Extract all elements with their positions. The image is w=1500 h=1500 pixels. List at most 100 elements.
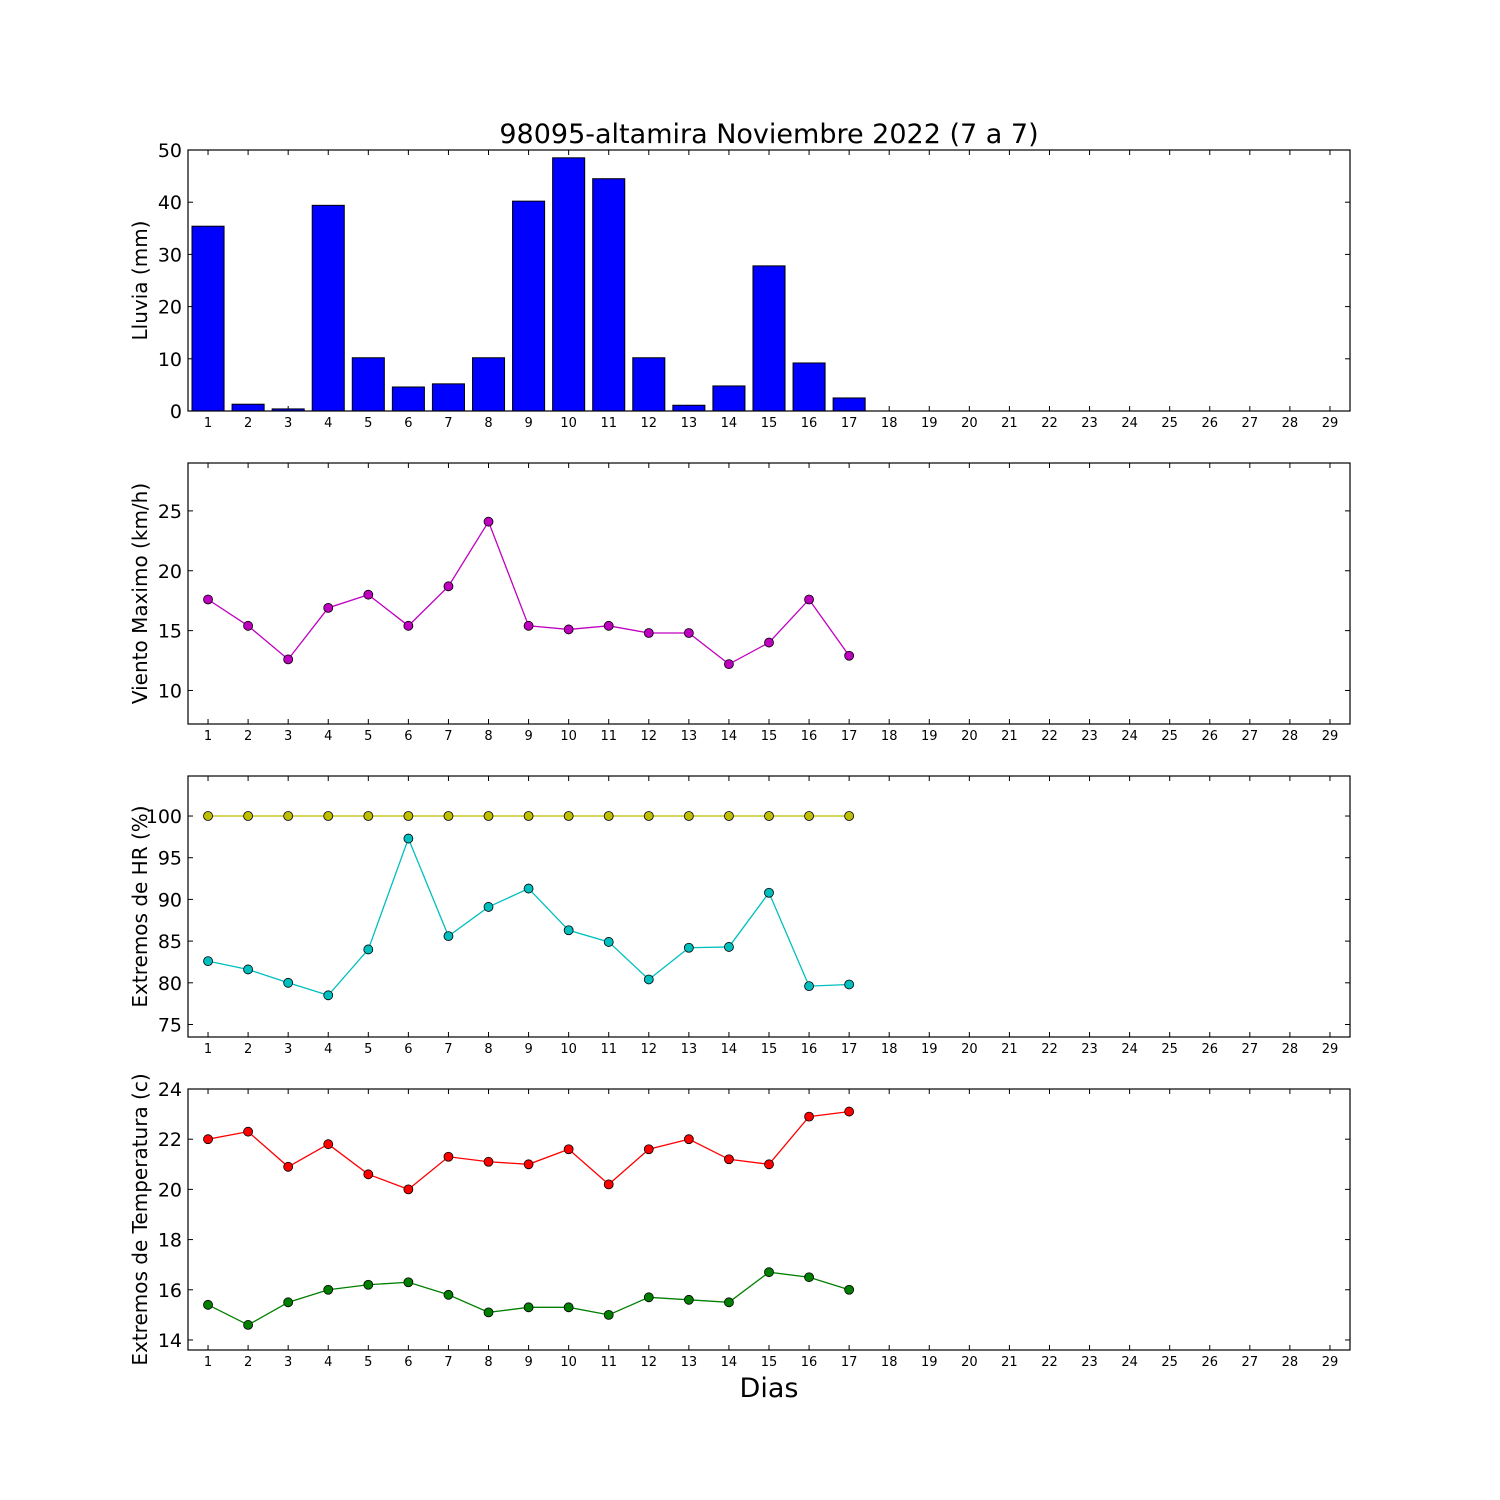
data-point bbox=[563, 624, 574, 635]
data-point bbox=[403, 833, 414, 844]
x-tick-label: 11 bbox=[600, 416, 617, 431]
x-tick-label: 29 bbox=[1322, 729, 1339, 744]
panel-viento: 1 2 3 4 5 6 7 8 9 10 11 12 13 14 15 16 17 18 19 20 21 22 23 24 2… bbox=[128, 462, 1351, 744]
data-point bbox=[283, 1161, 294, 1172]
x-tick-label: 20 bbox=[961, 729, 978, 744]
bar bbox=[231, 403, 265, 412]
x-tick-label: 1 bbox=[204, 416, 212, 431]
y-tick-label: 80 bbox=[158, 973, 182, 995]
bar bbox=[351, 357, 385, 412]
x-tick-label: 6 bbox=[404, 1355, 412, 1370]
plot-frame bbox=[187, 462, 1351, 725]
bar bbox=[552, 157, 586, 412]
x-tick-label: 9 bbox=[524, 1042, 532, 1057]
data-point bbox=[203, 1299, 213, 1310]
data-point bbox=[724, 1154, 734, 1165]
x-tick-label: 27 bbox=[1242, 416, 1259, 431]
x-tick-label: 7 bbox=[444, 416, 452, 431]
data-point bbox=[283, 811, 294, 821]
x-tick-label: 28 bbox=[1282, 1042, 1299, 1057]
x-tick-label: 8 bbox=[484, 1042, 492, 1057]
x-tick-label: 20 bbox=[961, 1042, 978, 1057]
y-tick-label: 20 bbox=[158, 297, 182, 319]
x-tick-label: 22 bbox=[1041, 416, 1058, 431]
bar bbox=[832, 397, 866, 412]
x-axis-label: Dias bbox=[740, 1373, 799, 1404]
x-tick-label: 14 bbox=[721, 1355, 738, 1370]
data-point bbox=[483, 516, 494, 527]
data-point bbox=[643, 628, 654, 638]
data-point bbox=[483, 811, 494, 821]
x-tick-label: 3 bbox=[284, 729, 292, 744]
x-tick-label: 13 bbox=[681, 1042, 698, 1057]
y-tick-label: 22 bbox=[158, 1129, 182, 1151]
x-tick-label: 13 bbox=[681, 729, 698, 744]
data-point bbox=[724, 811, 734, 821]
x-tick-label: 7 bbox=[444, 1042, 452, 1057]
x-tick-label: 26 bbox=[1201, 1042, 1218, 1057]
x-tick-label: 27 bbox=[1242, 1355, 1259, 1370]
data-point bbox=[844, 811, 855, 821]
x-tick-label: 14 bbox=[721, 729, 738, 744]
bar bbox=[311, 204, 345, 412]
data-point bbox=[643, 974, 654, 985]
x-tick-label: 2 bbox=[244, 1355, 252, 1370]
bar bbox=[512, 200, 546, 412]
x-tick-label: 16 bbox=[801, 1355, 818, 1370]
data-point bbox=[683, 628, 694, 638]
y-tick-label: 14 bbox=[158, 1330, 182, 1352]
x-tick-label: 6 bbox=[404, 1042, 412, 1057]
x-tick-label: 20 bbox=[961, 1355, 978, 1370]
x-tick-label: 29 bbox=[1322, 1042, 1339, 1057]
x-tick-label: 22 bbox=[1041, 1355, 1058, 1370]
bar bbox=[391, 386, 425, 412]
x-tick-label: 24 bbox=[1121, 1355, 1138, 1370]
x-tick-label: 18 bbox=[881, 416, 898, 431]
y-tick-label: 30 bbox=[158, 244, 182, 266]
plot-frame bbox=[187, 775, 1351, 1038]
y-tick-label: 40 bbox=[158, 192, 182, 214]
data-point bbox=[844, 979, 855, 990]
data-point bbox=[243, 1126, 254, 1137]
data-point bbox=[804, 811, 814, 821]
x-tick-label: 12 bbox=[641, 416, 658, 431]
x-tick-label: 19 bbox=[921, 729, 938, 744]
y-tick-label: 20 bbox=[158, 561, 182, 583]
x-tick-label: 4 bbox=[324, 729, 332, 744]
x-tick-label: 25 bbox=[1161, 729, 1178, 744]
x-tick-label: 23 bbox=[1081, 416, 1098, 431]
data-point bbox=[323, 1284, 334, 1295]
x-tick-label: 27 bbox=[1242, 1042, 1259, 1057]
data-point bbox=[563, 1302, 574, 1313]
data-point bbox=[603, 937, 614, 947]
x-tick-label: 26 bbox=[1201, 729, 1218, 744]
data-point bbox=[844, 1106, 855, 1117]
x-tick-label: 6 bbox=[404, 729, 412, 744]
x-tick-label: 23 bbox=[1081, 1042, 1098, 1057]
data-point bbox=[764, 1159, 774, 1170]
x-tick-label: 10 bbox=[560, 1042, 577, 1057]
panels: 1 2 3 4 5 6 7 8 9 10 11 12 13 14 15 16 17 18 19 20 21 22 23 24 2… bbox=[128, 140, 1351, 1370]
x-tick-label: 11 bbox=[600, 729, 617, 744]
x-tick-label: 19 bbox=[921, 416, 938, 431]
data-point bbox=[203, 594, 213, 605]
y-tick-label: 24 bbox=[158, 1079, 182, 1101]
x-tick-label: 25 bbox=[1161, 1042, 1178, 1057]
x-tick-label: 1 bbox=[204, 1042, 212, 1057]
data-point bbox=[683, 942, 694, 953]
data-point bbox=[523, 883, 534, 894]
x-tick-label: 9 bbox=[524, 416, 532, 431]
data-point bbox=[283, 1297, 294, 1308]
y-axis-label: Extremos de Temperatura (c) bbox=[128, 1073, 152, 1365]
x-tick-label: 15 bbox=[761, 729, 778, 744]
data-point bbox=[323, 811, 334, 821]
x-tick-label: 14 bbox=[721, 416, 738, 431]
x-tick-label: 26 bbox=[1201, 416, 1218, 431]
plot-frame bbox=[187, 1088, 1351, 1351]
data-point bbox=[643, 811, 654, 821]
x-tick-label: 2 bbox=[244, 416, 252, 431]
data-point bbox=[243, 1320, 254, 1330]
data-point bbox=[683, 1294, 694, 1305]
data-point bbox=[683, 811, 694, 821]
x-tick-label: 16 bbox=[801, 729, 818, 744]
